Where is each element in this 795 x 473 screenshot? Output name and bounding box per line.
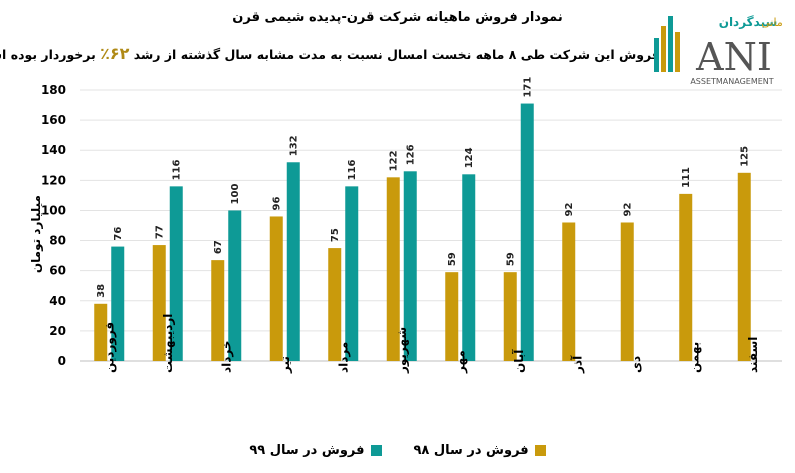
bar-99 bbox=[286, 162, 300, 361]
y-axis-label: میلیارد تومان bbox=[29, 195, 43, 274]
value-labels: 38 76 77 116 67 100 96 132 75 116 122 126 59 124 59 171… bbox=[96, 77, 751, 298]
value-label: 125 bbox=[740, 146, 751, 167]
logo-graphic: سبدگردان مانی ANI ASSETMANAGEMENT bbox=[654, 15, 783, 86]
x-tick-label: تیر bbox=[278, 356, 292, 374]
x-tick-label: اسفند bbox=[746, 337, 760, 373]
value-label: 77 bbox=[155, 225, 166, 239]
legend-item-99: فروش در سال ۹۹ bbox=[249, 443, 382, 458]
bar-98 bbox=[328, 248, 342, 361]
value-label: 76 bbox=[113, 227, 124, 241]
value-label: 59 bbox=[506, 252, 517, 266]
bars bbox=[94, 103, 751, 362]
y-tick-label: 0 bbox=[58, 354, 66, 368]
bar-98 bbox=[503, 272, 517, 361]
legend-swatch-99 bbox=[370, 445, 382, 456]
bar-98 bbox=[211, 260, 225, 361]
bar-99 bbox=[403, 171, 417, 361]
value-label: 75 bbox=[330, 228, 341, 242]
legend: فروش در سال ۹۸ فروش در سال ۹۹ bbox=[0, 443, 795, 458]
bar-98 bbox=[737, 172, 751, 361]
legend-item-98: فروش در سال ۹۸ bbox=[414, 443, 546, 458]
logo-brand2: مانی bbox=[761, 16, 783, 29]
x-tick-label: آذر bbox=[569, 355, 584, 374]
y-tick-labels: 0 20 40 60 80 100 120 140 160 180 bbox=[41, 83, 66, 368]
value-label: 59 bbox=[447, 252, 458, 266]
x-tick-label: مهر bbox=[453, 350, 467, 374]
logo-bar-4 bbox=[675, 32, 680, 72]
value-label: 132 bbox=[289, 135, 300, 156]
value-label: 126 bbox=[406, 144, 417, 165]
x-tick-label: شهریور bbox=[395, 327, 410, 374]
x-tick-label: دی bbox=[629, 356, 643, 373]
value-label: 116 bbox=[172, 159, 183, 180]
subtitle-text-after: برخوردار بوده است. bbox=[0, 47, 96, 62]
y-tick-label: 140 bbox=[41, 143, 66, 157]
y-tick-label: 180 bbox=[41, 83, 66, 97]
logo-bar-1 bbox=[654, 38, 659, 72]
value-label: 111 bbox=[681, 167, 692, 188]
y-tick-label: 120 bbox=[41, 173, 66, 187]
bar-98 bbox=[445, 272, 459, 361]
bar-99 bbox=[462, 174, 476, 361]
x-tick-label: بهمن bbox=[687, 342, 701, 373]
bar-98 bbox=[269, 216, 283, 361]
x-tick-labels: فروردین اردیبهشت خرداد تیر مرداد شهریور مهر آبا… bbox=[102, 314, 760, 374]
value-label: 100 bbox=[230, 184, 241, 205]
y-tick-label: 60 bbox=[49, 264, 66, 278]
y-tick-label: 20 bbox=[49, 324, 66, 338]
value-label: 122 bbox=[389, 150, 400, 171]
y-tick-label: 40 bbox=[49, 294, 66, 308]
value-label: 96 bbox=[272, 197, 283, 211]
bar-99 bbox=[345, 186, 359, 361]
company-logo: سبدگردان مانی ANI ASSETMANAGEMENT bbox=[652, 8, 784, 94]
x-tick-label: آبان bbox=[511, 349, 526, 373]
x-tick-label: مرداد bbox=[336, 342, 350, 373]
value-label: 116 bbox=[347, 159, 358, 180]
logo-bar-3 bbox=[668, 16, 673, 72]
bar-98 bbox=[620, 222, 634, 361]
y-tick-label: 160 bbox=[41, 113, 66, 127]
y-tick-label: 100 bbox=[41, 203, 66, 217]
value-label: 67 bbox=[213, 240, 224, 254]
value-label: 92 bbox=[623, 203, 634, 217]
chart-title: نمودار فروش ماهیانه شرکت قرن-پدیده شیمی … bbox=[232, 10, 563, 25]
value-label: 171 bbox=[523, 77, 534, 98]
bar-98 bbox=[679, 193, 693, 361]
legend-label-98: فروش در سال ۹۸ bbox=[413, 443, 529, 458]
chart-subtitle: فروش این شرکت طی ۸ ماهه نخست امسال نسبت … bbox=[0, 44, 660, 63]
value-label: 38 bbox=[96, 284, 107, 298]
logo-brand: سبدگردان bbox=[719, 15, 778, 29]
growth-percent: ۶۲٪ bbox=[100, 44, 130, 63]
logo-mark: ANI bbox=[695, 35, 772, 79]
bar-99 bbox=[228, 210, 242, 361]
legend-label-99: فروش در سال ۹۹ bbox=[249, 443, 365, 458]
x-tick-label: فروردین bbox=[102, 322, 117, 373]
bar-98 bbox=[386, 177, 400, 361]
x-tick-label: خرداد bbox=[219, 340, 233, 373]
bar-98 bbox=[94, 303, 108, 361]
bar-98 bbox=[152, 245, 166, 361]
logo-bar-2 bbox=[661, 26, 666, 72]
logo-tagline: ASSETMANAGEMENT bbox=[690, 77, 773, 86]
bar-98 bbox=[562, 222, 576, 361]
y-tick-label: 80 bbox=[49, 234, 66, 248]
x-tick-label: اردیبهشت bbox=[161, 314, 175, 373]
value-label: 124 bbox=[464, 147, 475, 168]
grid-lines bbox=[80, 89, 782, 362]
subtitle-text-before: فروش این شرکت طی ۸ ماهه نخست امسال نسبت … bbox=[133, 47, 660, 62]
bar-99 bbox=[520, 103, 534, 362]
bar-99 bbox=[111, 246, 125, 361]
legend-swatch-98 bbox=[534, 445, 546, 456]
bar-99 bbox=[169, 186, 183, 361]
value-label: 92 bbox=[564, 203, 575, 217]
